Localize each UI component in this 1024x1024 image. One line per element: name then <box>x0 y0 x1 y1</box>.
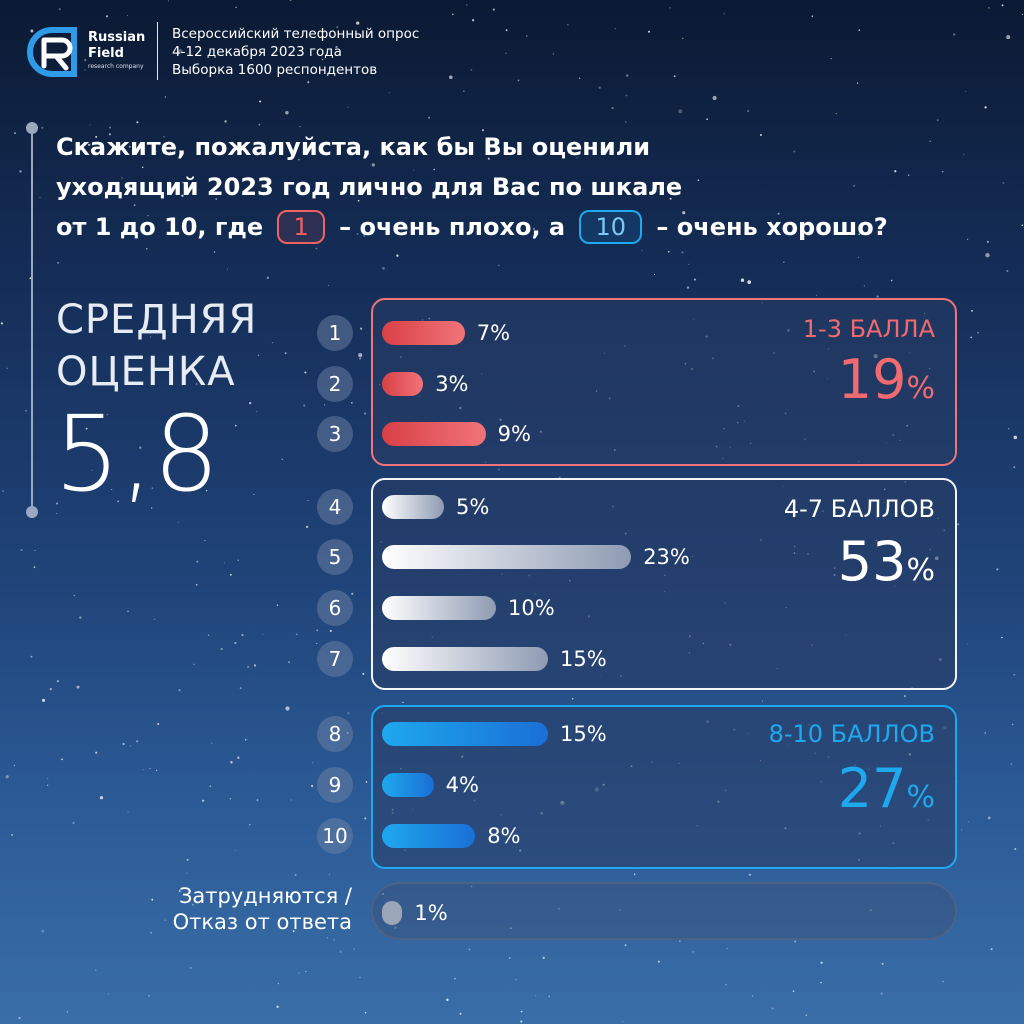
score-label-4: 4 <box>317 489 353 525</box>
survey-info: Всероссийский телефонный опрос 4-12 дека… <box>172 25 419 79</box>
score-label-7: 7 <box>317 641 353 677</box>
value-label-score-7: 15% <box>560 647 607 671</box>
bar-score-7 <box>382 647 548 671</box>
group-label-1-3: 1-3 БАЛЛА <box>802 315 935 343</box>
score-label-5: 5 <box>317 539 353 575</box>
value-label-score-4: 5% <box>456 495 490 519</box>
score-label-9: 9 <box>317 767 353 803</box>
group-total-8-10: 27% <box>838 759 935 828</box>
group-total-percent-8-10: % <box>906 780 935 815</box>
question-line-3-end: – очень хорошо? <box>656 213 888 241</box>
value-label-score-6: 10% <box>508 596 555 620</box>
group-box-dont-know <box>371 882 957 940</box>
group-total-value-8-10: 27 <box>837 757 907 820</box>
group-total-value-4-7: 53 <box>837 530 907 593</box>
average-label: СРЕДНЯЯ ОЦЕНКА <box>56 294 257 398</box>
dont-know-label-line-2: Отказ от ответа <box>172 910 352 934</box>
brand-subtitle: research company <box>88 63 144 70</box>
value-label-score-3: 9% <box>497 422 531 446</box>
brand-line-2: Field <box>88 46 124 61</box>
group-total-percent-4-7: % <box>906 553 935 588</box>
score-label-1: 1 <box>317 315 353 351</box>
badge-score-low: 1 <box>277 210 325 244</box>
header-divider <box>157 22 158 80</box>
dont-know-label-line-1: Затрудняются / <box>178 884 352 908</box>
group-total-4-7: 53% <box>838 532 935 601</box>
group-total-1-3: 19% <box>838 350 935 419</box>
survey-info-line-2: 4-12 декабря 2023 года <box>172 44 342 60</box>
score-label-2: 2 <box>317 366 353 402</box>
russian-field-logo-icon <box>26 27 77 77</box>
bar-score-1 <box>382 321 465 345</box>
question-line-3-middle: – очень плохо, а <box>339 213 566 241</box>
value-label-score-9: 4% <box>445 773 479 797</box>
value-label-score-5: 23% <box>643 545 690 569</box>
bar-score-6 <box>382 596 496 620</box>
bar-score-8 <box>382 722 548 746</box>
score-label-8: 8 <box>317 716 353 752</box>
brand-name: Russian Field research company <box>88 30 145 72</box>
bar-score-4 <box>382 495 444 519</box>
group-label-4-7: 4-7 БАЛЛОВ <box>783 495 935 523</box>
bar-score-9 <box>382 773 434 797</box>
group-label-8-10: 8-10 БАЛЛОВ <box>768 720 935 748</box>
value-label-score-10: 8% <box>487 824 521 848</box>
survey-info-line-1: Всероссийский телефонный опрос <box>172 26 420 42</box>
line-bottom-dot <box>26 506 38 518</box>
bar-score-3 <box>382 422 486 446</box>
question-line-2: уходящий 2023 год лично для Вас по шкале <box>56 173 683 201</box>
value-label-score-8: 15% <box>560 722 607 746</box>
question-line-1: Скажите, пожалуйста, как бы Вы оценили <box>56 133 651 161</box>
average-score: 5,8 <box>54 393 220 515</box>
decorative-vertical-line <box>31 128 33 512</box>
brand-line-1: Russian <box>88 30 146 45</box>
line-top-dot <box>26 122 38 134</box>
question-text: Скажите, пожалуйста, как бы Вы оценили у… <box>56 127 888 247</box>
badge-score-high: 10 <box>579 210 643 244</box>
survey-info-line-3: Выборка 1600 респондентов <box>172 62 378 78</box>
group-total-value-1-3: 19 <box>837 348 907 411</box>
question-line-3-start: от 1 до 10, где <box>56 213 264 241</box>
bar-dont-know <box>382 901 403 925</box>
bar-score-10 <box>382 824 476 848</box>
dont-know-label: Затрудняются / Отказ от ответа <box>120 883 352 935</box>
average-label-line-1: СРЕДНЯЯ <box>56 297 258 343</box>
question-line-3: от 1 до 10, где 1 – очень плохо, а 10 – … <box>56 207 888 247</box>
average-label-line-2: ОЦЕНКА <box>56 349 236 395</box>
group-total-percent-1-3: % <box>906 371 935 406</box>
bar-score-5 <box>382 545 632 569</box>
score-label-3: 3 <box>317 416 353 452</box>
value-label-score-1: 7% <box>476 321 511 345</box>
bar-score-2 <box>382 372 424 396</box>
group-box-1-3: 1-3 БАЛЛА 19% <box>371 298 957 466</box>
value-label-score-2: 3% <box>435 372 469 396</box>
score-label-10: 10 <box>317 818 353 854</box>
value-label-dont-know: 1% <box>414 901 448 925</box>
score-label-6: 6 <box>317 590 353 626</box>
